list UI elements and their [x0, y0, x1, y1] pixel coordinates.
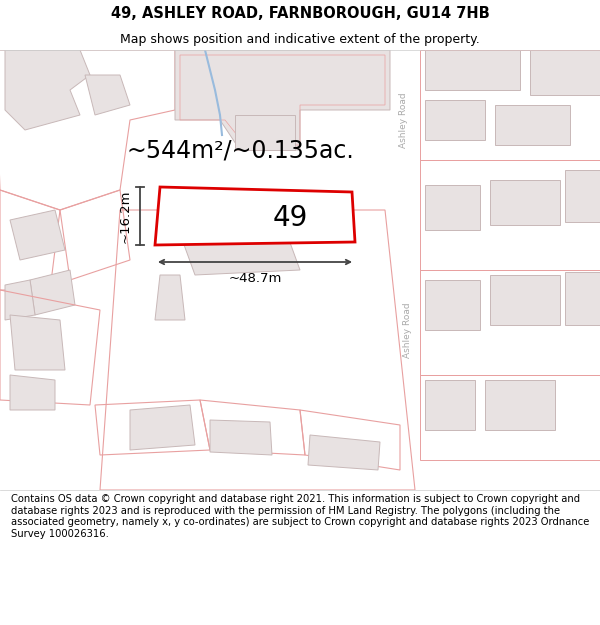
Polygon shape — [425, 280, 480, 330]
Text: Ashley Road: Ashley Road — [398, 92, 407, 148]
Polygon shape — [10, 210, 65, 260]
Polygon shape — [490, 180, 560, 225]
Polygon shape — [384, 50, 418, 210]
Polygon shape — [10, 375, 55, 410]
Polygon shape — [425, 380, 475, 430]
Polygon shape — [175, 215, 300, 275]
Text: 49, ASHLEY ROAD, FARNBOROUGH, GU14 7HB: 49, ASHLEY ROAD, FARNBOROUGH, GU14 7HB — [110, 6, 490, 21]
Text: ~48.7m: ~48.7m — [229, 272, 281, 285]
Polygon shape — [155, 275, 185, 320]
Polygon shape — [495, 105, 570, 145]
Polygon shape — [425, 50, 520, 90]
Text: ~16.2m: ~16.2m — [119, 189, 132, 242]
Polygon shape — [175, 50, 390, 150]
Polygon shape — [30, 270, 75, 315]
Polygon shape — [235, 115, 295, 150]
Polygon shape — [155, 187, 355, 245]
Polygon shape — [5, 280, 35, 320]
Polygon shape — [5, 50, 90, 130]
Text: Map shows position and indicative extent of the property.: Map shows position and indicative extent… — [120, 32, 480, 46]
Text: Contains OS data © Crown copyright and database right 2021. This information is : Contains OS data © Crown copyright and d… — [11, 494, 589, 539]
Text: ~544m²/~0.135ac.: ~544m²/~0.135ac. — [126, 138, 354, 162]
Polygon shape — [10, 315, 65, 370]
Polygon shape — [565, 170, 600, 222]
Polygon shape — [210, 420, 272, 455]
Polygon shape — [425, 100, 485, 140]
Polygon shape — [85, 75, 130, 115]
Polygon shape — [425, 185, 480, 230]
Polygon shape — [384, 210, 430, 490]
Text: Ashley Road: Ashley Road — [404, 302, 413, 358]
Polygon shape — [565, 272, 600, 325]
Polygon shape — [490, 275, 560, 325]
Polygon shape — [130, 405, 195, 450]
Text: 49: 49 — [272, 204, 308, 232]
Polygon shape — [485, 380, 555, 430]
Polygon shape — [530, 50, 600, 95]
Polygon shape — [308, 435, 380, 470]
